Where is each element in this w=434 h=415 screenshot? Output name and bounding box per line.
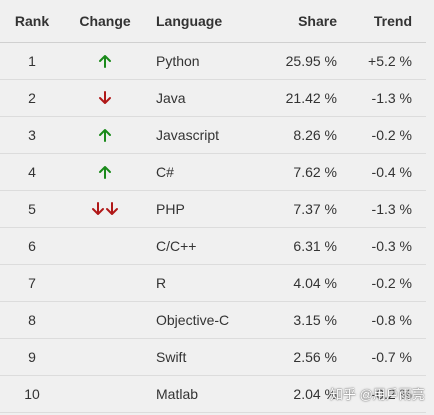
language-cell: C# (156, 164, 174, 180)
table-row: 7 R 4.04 % -0.2 % (0, 265, 426, 302)
language-cell: R (156, 275, 167, 291)
change-cell (70, 117, 140, 153)
share-cell: 8.26 % (293, 127, 337, 143)
rank-cell: 7 (28, 275, 36, 291)
share-cell: 3.15 % (293, 312, 337, 328)
language-cell: PHP (156, 201, 185, 217)
language-cell: Java (156, 90, 186, 106)
share-cell: 2.04 % (293, 386, 337, 402)
header-change: Change (79, 13, 131, 29)
trend-cell: -1.3 % (371, 90, 412, 106)
trend-cell: -0.3 % (371, 238, 412, 254)
rank-cell: 10 (24, 386, 40, 402)
change-cell (70, 265, 140, 301)
arrow-down-icon (91, 202, 105, 216)
table-row: 10 Matlab 2.04 % -0.2 % (0, 376, 426, 413)
table-row: 3 Javascript 8.26 % -0.2 % (0, 117, 426, 154)
trend-cell: -0.8 % (371, 312, 412, 328)
table-header: Rank Change Language Share Trend (0, 0, 426, 43)
table-row: 5 PHP 7.37 % -1.3 % (0, 191, 426, 228)
change-cell (70, 154, 140, 190)
change-cell (70, 339, 140, 375)
change-cell (70, 376, 140, 412)
trend-cell: +5.2 % (368, 53, 412, 69)
table-row: 9 Swift 2.56 % -0.7 % (0, 339, 426, 376)
rank-cell: 5 (28, 201, 36, 217)
arrow-down-icon (105, 202, 119, 216)
rank-cell: 2 (28, 90, 36, 106)
change-cell (70, 191, 140, 227)
arrow-up-icon (98, 165, 112, 179)
language-cell: Javascript (156, 127, 220, 143)
change-cell (70, 302, 140, 338)
share-cell: 21.42 % (285, 90, 337, 106)
rank-cell: 1 (28, 53, 36, 69)
header-share: Share (298, 13, 337, 29)
trend-cell: -0.2 % (371, 275, 412, 291)
change-cell (70, 80, 140, 116)
rank-cell: 9 (28, 349, 36, 365)
language-cell: Objective-C (156, 312, 230, 328)
rank-cell: 3 (28, 127, 36, 143)
table-row: 2 Java 21.42 % -1.3 % (0, 80, 426, 117)
share-cell: 7.37 % (293, 201, 337, 217)
arrow-down-icon (98, 91, 112, 105)
share-cell: 2.56 % (293, 349, 337, 365)
table-row: 1 Python 25.95 % +5.2 % (0, 43, 426, 80)
language-cell: Python (156, 53, 200, 69)
language-cell: Matlab (156, 386, 199, 402)
trend-cell: -0.2 % (371, 386, 412, 402)
change-cell (70, 228, 140, 264)
table-row: 4 C# 7.62 % -0.4 % (0, 154, 426, 191)
header-trend: Trend (373, 13, 412, 29)
language-cell: Swift (156, 349, 187, 365)
header-rank: Rank (14, 13, 50, 29)
trend-cell: -0.7 % (371, 349, 412, 365)
change-cell (70, 43, 140, 79)
arrow-up-icon (98, 128, 112, 142)
table-row: 6 C/C++ 6.31 % -0.3 % (0, 228, 426, 265)
watermark: 知乎 @用戶雨亮 (330, 387, 425, 402)
rank-cell: 6 (28, 238, 36, 254)
language-cell: C/C++ (156, 238, 197, 254)
share-cell: 6.31 % (293, 238, 337, 254)
rank-cell: 8 (28, 312, 36, 328)
trend-cell: -1.3 % (371, 201, 412, 217)
trend-cell: -0.4 % (371, 164, 412, 180)
rank-cell: 4 (28, 164, 36, 180)
share-cell: 4.04 % (293, 275, 337, 291)
share-cell: 7.62 % (293, 164, 337, 180)
table-row: 8 Objective-C 3.15 % -0.8 % (0, 302, 426, 339)
trend-cell: -0.2 % (371, 127, 412, 143)
header-language: Language (156, 13, 223, 29)
share-cell: 25.95 % (285, 53, 337, 69)
arrow-up-icon (98, 54, 112, 68)
